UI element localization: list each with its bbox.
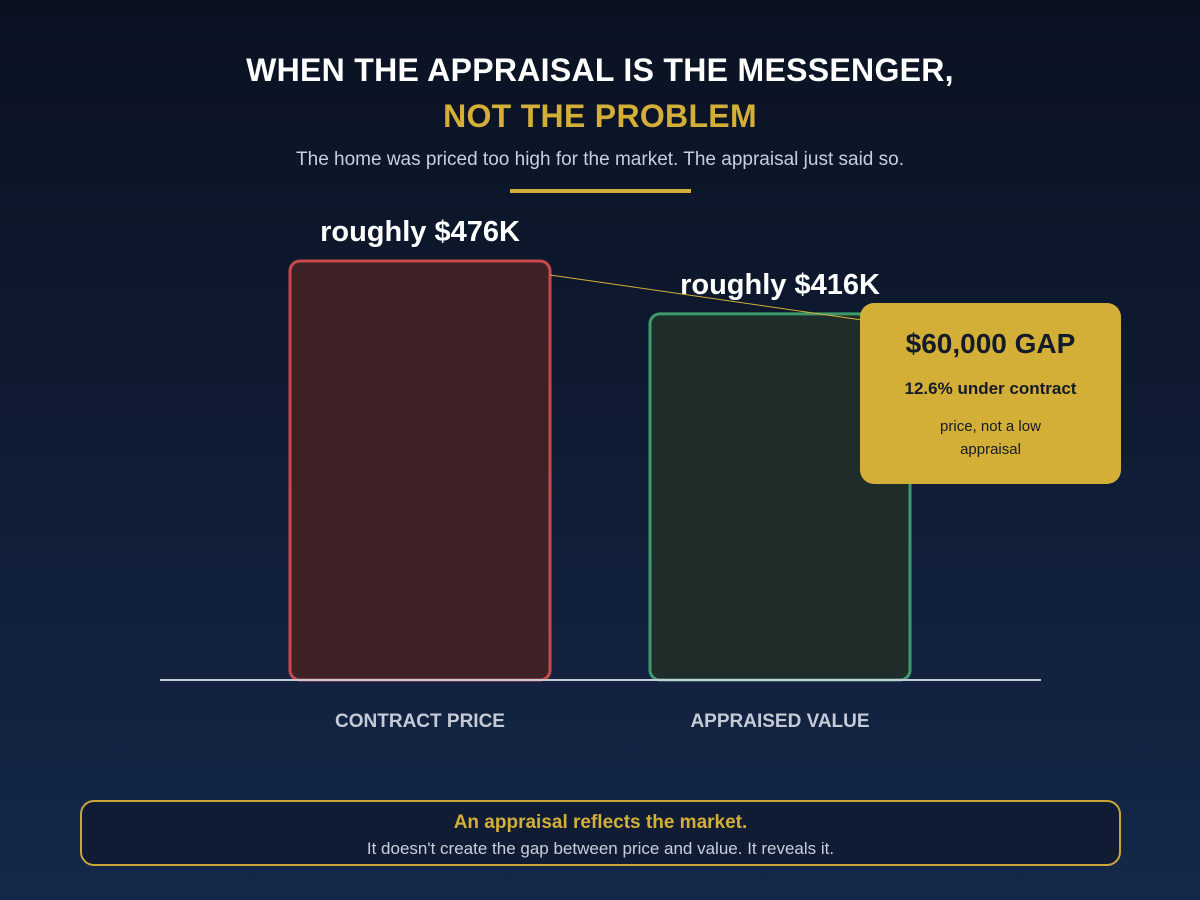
data-label-0: roughly $476K	[320, 216, 520, 248]
gap-callout: $60,000 GAP 12.6% under contract price, …	[860, 303, 1121, 484]
chart-title-line1: WHEN THE APPRAISAL IS THE MESSENGER,	[246, 52, 954, 88]
footer-title: An appraisal reflects the market.	[453, 812, 748, 833]
footer-text: It doesn't create the gap between price …	[366, 839, 835, 858]
gap-note: price, not a low appraisal	[940, 418, 1041, 458]
gap-percentage: 12.6% under contract	[904, 379, 1077, 398]
category-label-1: APPRAISED VALUE	[690, 711, 869, 732]
chart-subtitle: The home was priced too high for the mar…	[296, 149, 904, 170]
footer-callout: An appraisal reflects the market. It doe…	[80, 800, 1121, 866]
bar-0	[288, 259, 552, 682]
chart-title-line2: NOT THE PROBLEM	[443, 98, 757, 134]
category-label-0: CONTRACT PRICE	[335, 711, 505, 732]
gap-headline: $60,000 GAP	[905, 328, 1076, 359]
data-label-1: roughly $416K	[680, 269, 880, 301]
title-divider	[510, 189, 691, 193]
gap-connector-line	[549, 274, 863, 321]
